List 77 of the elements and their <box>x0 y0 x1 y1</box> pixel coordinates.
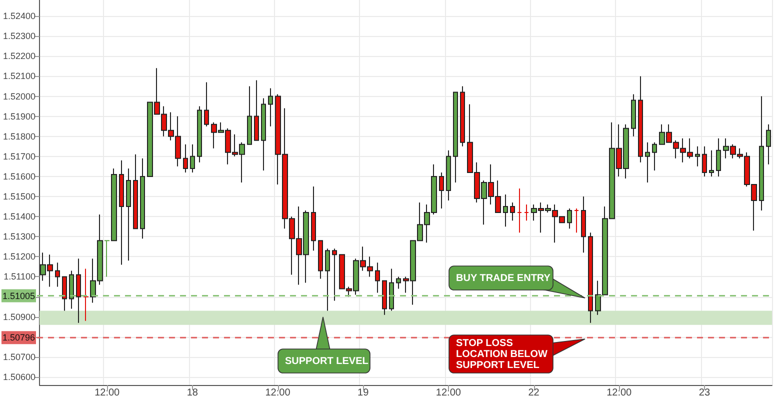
candlestick <box>631 94 636 137</box>
candlestick <box>652 142 657 171</box>
candlestick <box>766 124 771 165</box>
candlestick <box>183 144 188 173</box>
candlestick <box>567 208 572 230</box>
x-tick-label: 12:00 <box>436 388 462 398</box>
candlestick <box>709 150 714 177</box>
candlestick <box>453 92 458 183</box>
candlestick <box>83 268 89 322</box>
y-tick-label: 1.51100 <box>4 272 36 282</box>
candlestick <box>759 96 764 212</box>
candlestick <box>76 258 81 324</box>
y-tick-label: 1.52200 <box>2 51 36 62</box>
y-tick-label: 1.51400 <box>2 212 36 222</box>
y-tick-label: 1.51500 <box>2 192 36 202</box>
annotation: STOP LOSS LOCATION BELOW SUPPORT LEVEL <box>456 336 548 372</box>
candlestick <box>254 80 259 141</box>
x-tick-label: 12:00 <box>265 388 291 398</box>
candlestick <box>638 76 643 163</box>
candlestick <box>332 248 337 302</box>
candlestick <box>396 276 401 290</box>
candlestick <box>382 280 387 316</box>
y-tick-label: 1.52300 <box>2 31 36 42</box>
x-tick-label: 12:00 <box>94 388 120 398</box>
candlestick <box>588 232 593 324</box>
x-tick-label: 18 <box>186 388 198 398</box>
candlestick <box>574 208 579 234</box>
candlestick <box>375 262 380 294</box>
candlestick <box>55 262 60 288</box>
candlestick <box>261 98 266 171</box>
candlestick <box>439 172 444 210</box>
candlestick <box>389 268 394 312</box>
candlestick <box>581 196 586 254</box>
ref-line-label: 1.51005 <box>2 290 35 301</box>
candlestick <box>460 86 465 147</box>
candlestick <box>325 248 330 312</box>
y-tick-label: 1.52000 <box>2 91 36 102</box>
candlestick <box>69 270 74 310</box>
candlestick <box>268 88 273 127</box>
candlestick <box>126 168 131 262</box>
candlestick <box>311 186 316 252</box>
candlestick <box>247 86 252 145</box>
y-tick-label: 1.51800 <box>2 131 36 142</box>
candlestick <box>645 142 650 183</box>
y-tick-label: 1.50900 <box>2 312 36 322</box>
candlestick <box>503 194 508 228</box>
candlestick <box>204 82 209 127</box>
y-tick-label: 1.52100 <box>2 71 36 82</box>
candlestick <box>140 158 145 240</box>
ref-line-label: 1.50796 <box>2 332 35 343</box>
candlestick <box>190 144 195 173</box>
y-tick-label: 1.52400 <box>2 11 36 22</box>
annotation: BUY TRADE ENTRY <box>456 272 550 286</box>
y-tick-label: 1.50700 <box>2 352 36 362</box>
candlestick <box>524 204 529 222</box>
candlestick <box>133 154 138 230</box>
candlestick <box>702 146 707 177</box>
candlestick <box>510 202 515 222</box>
y-tick-label: 1.51200 <box>2 252 36 262</box>
candlestick <box>62 276 67 312</box>
x-tick-label: 22 <box>528 388 540 398</box>
x-tick-label: 19 <box>358 388 370 398</box>
candlestick <box>119 160 124 266</box>
candlestick <box>318 240 323 280</box>
y-tick-label: 1.51700 <box>2 151 36 162</box>
candlestick <box>446 150 451 202</box>
x-tick-label: 23 <box>698 388 710 398</box>
x-tick-label: 12:00 <box>606 388 632 398</box>
candlestick <box>716 138 721 177</box>
y-tick-label: 1.50600 <box>2 372 36 382</box>
annotation: SUPPORT LEVEL <box>285 354 368 368</box>
y-tick-label: 1.51600 <box>2 171 36 182</box>
candlestick <box>517 188 522 234</box>
candlestick <box>695 146 700 167</box>
candlestick <box>197 106 202 163</box>
y-tick-label: 1.51900 <box>2 111 36 122</box>
y-tick-label: 1.51300 <box>2 232 36 242</box>
